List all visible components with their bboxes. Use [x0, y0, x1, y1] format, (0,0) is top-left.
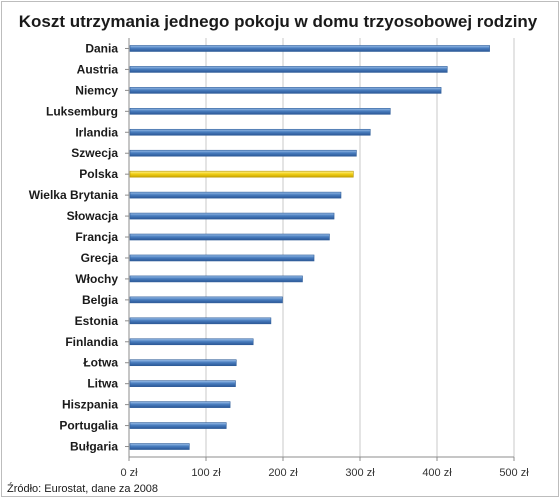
tick-labels: 0 zł 100 zł 200 zł 300 zł 400 zł 500 zł [120, 467, 529, 479]
bar-wielka-brytania [129, 191, 342, 199]
bar-grecja [129, 254, 315, 262]
bar-dania [129, 45, 490, 52]
bars [129, 45, 490, 450]
tick-label: 200 zł [268, 467, 298, 479]
category-label-austria: Austria [77, 62, 119, 76]
category-label-finlandia: Finlandia [65, 335, 118, 349]
category-label-lotwa: Łotwa [83, 356, 118, 370]
tick-label: 400 zł [422, 467, 452, 479]
bar-austria [129, 66, 448, 73]
category-label-belgia: Belgia [82, 293, 118, 307]
bar-wlochy [129, 275, 303, 283]
category-label-polska: Polska [79, 167, 118, 181]
category-label-luksemburg: Luksemburg [46, 104, 118, 118]
bar-estonia [129, 317, 272, 325]
gridlines [205, 38, 515, 457]
category-label-francja: Francja [75, 230, 118, 244]
bar-belgia [129, 296, 283, 304]
bar-luksemburg [129, 108, 391, 115]
bar-lotwa [129, 359, 237, 367]
bar-litwa [129, 380, 236, 387]
category-label-niemcy: Niemcy [75, 83, 118, 97]
bar-niemcy [129, 87, 442, 94]
bar-francja [129, 233, 330, 241]
category-label-slowacja: Słowacja [67, 209, 119, 223]
source-note: Źródło: Eurostat, dane za 2008 [7, 482, 158, 495]
bar-portugalia [129, 422, 227, 429]
tick-label: 0 zł [120, 467, 138, 479]
category-label-portugalia: Portugalia [59, 419, 118, 433]
category-label-wlochy: Włochy [75, 272, 118, 286]
bar-polska [129, 170, 354, 178]
x-axis [125, 38, 515, 461]
category-label-litwa: Litwa [87, 377, 118, 391]
bar-bulgaria [129, 443, 190, 450]
category-label-bulgaria: Bułgaria [70, 440, 118, 454]
category-label-dania: Dania [85, 41, 118, 55]
bar-slowacja [129, 212, 335, 220]
bar-finlandia [129, 338, 254, 346]
tick-label: 100 zł [191, 467, 221, 479]
bar-irlandia [129, 128, 371, 136]
category-label-estonia: Estonia [75, 314, 119, 328]
bar-hiszpania [129, 401, 231, 408]
category-labels: Dania Austria Niemcy Luksemburg Irlandia Szwe… [29, 41, 119, 453]
category-label-irlandia: Irlandia [75, 125, 118, 139]
chart-title: Koszt utrzymania jednego pokoju w domu t… [19, 12, 538, 31]
category-label-szwecja: Szwecja [71, 146, 118, 160]
category-label-wielka-brytania: Wielka Brytania [29, 188, 119, 202]
category-label-grecja: Grecja [81, 251, 119, 265]
tick-label: 300 zł [345, 467, 375, 479]
category-label-hiszpania: Hiszpania [62, 398, 118, 412]
bar-szwecja [129, 149, 357, 157]
tick-label: 500 zł [499, 467, 529, 479]
